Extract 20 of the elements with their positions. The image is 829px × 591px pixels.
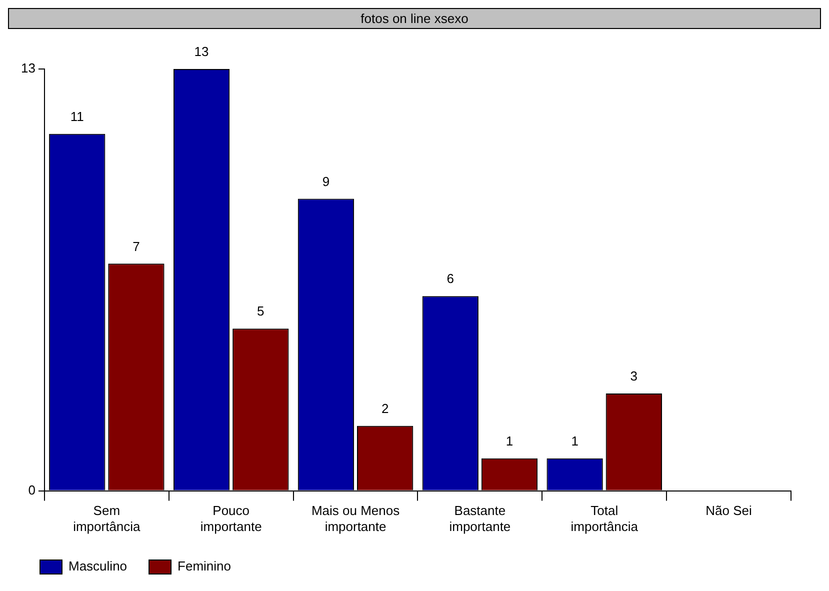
x-tick-label: Não Sei [706,503,752,518]
data-label: 1 [506,433,514,448]
y-tick-label: 0 [28,482,36,498]
data-label: 5 [257,304,264,319]
data-label: 13 [194,44,209,60]
data-label: 2 [381,400,389,416]
x-tick-label: Bastante importante [449,503,511,534]
x-tick-label: Mais ou Menos importante [311,503,400,534]
data-label: 6 [446,271,454,286]
data-label: 1 [571,433,578,448]
data-label: 9 [322,174,330,189]
x-tick-label: Sem importância [73,503,142,534]
legend-label: Masculino [68,558,128,574]
chart-title: fotos on line xsexo [8,8,821,29]
x-tick-label: Total importância [570,503,639,534]
data-label: 11 [70,108,84,124]
legend-label: Feminino [178,558,231,574]
data-label: 7 [132,238,140,254]
data-label: 3 [630,368,638,384]
x-tick-label: Pouco importante [200,503,262,534]
